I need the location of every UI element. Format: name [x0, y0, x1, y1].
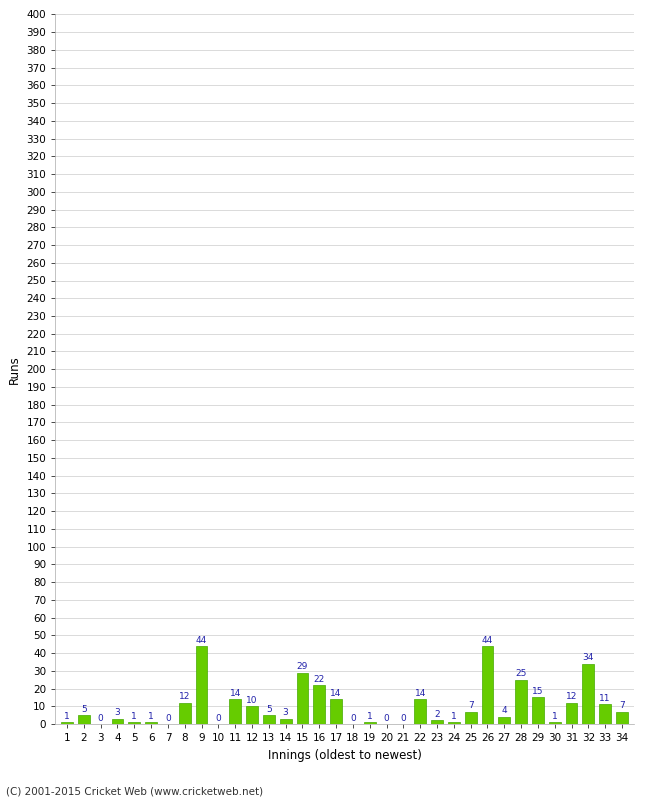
- Text: 44: 44: [196, 635, 207, 645]
- Bar: [364, 722, 376, 724]
- Bar: [431, 721, 443, 724]
- Bar: [296, 673, 308, 724]
- Text: 14: 14: [415, 689, 426, 698]
- Bar: [448, 722, 460, 724]
- Text: 0: 0: [384, 714, 389, 722]
- Text: 1: 1: [552, 712, 558, 721]
- Bar: [263, 715, 275, 724]
- Bar: [465, 711, 476, 724]
- Text: 1: 1: [148, 712, 154, 721]
- Bar: [229, 699, 241, 724]
- Text: 12: 12: [179, 692, 190, 702]
- Text: 34: 34: [582, 654, 594, 662]
- Bar: [482, 646, 493, 724]
- Y-axis label: Runs: Runs: [8, 355, 21, 383]
- Text: 14: 14: [330, 689, 342, 698]
- X-axis label: Innings (oldest to newest): Innings (oldest to newest): [268, 749, 421, 762]
- Bar: [499, 717, 510, 724]
- Bar: [129, 722, 140, 724]
- Text: 2: 2: [434, 710, 440, 719]
- Text: 25: 25: [515, 670, 526, 678]
- Bar: [78, 715, 90, 724]
- Bar: [566, 702, 577, 724]
- Text: 44: 44: [482, 635, 493, 645]
- Bar: [582, 664, 594, 724]
- Text: 3: 3: [114, 708, 120, 718]
- Text: 5: 5: [81, 705, 86, 714]
- Text: 11: 11: [599, 694, 611, 703]
- Text: 1: 1: [64, 712, 70, 721]
- Bar: [280, 718, 292, 724]
- Text: 1: 1: [367, 712, 372, 721]
- Bar: [112, 718, 124, 724]
- Text: 3: 3: [283, 708, 289, 718]
- Text: (C) 2001-2015 Cricket Web (www.cricketweb.net): (C) 2001-2015 Cricket Web (www.cricketwe…: [6, 786, 264, 796]
- Text: 10: 10: [246, 696, 258, 705]
- Bar: [616, 711, 628, 724]
- Text: 0: 0: [165, 714, 171, 722]
- Text: 0: 0: [216, 714, 221, 722]
- Text: 1: 1: [131, 712, 137, 721]
- Bar: [246, 706, 258, 724]
- Bar: [179, 702, 190, 724]
- Bar: [532, 698, 544, 724]
- Text: 7: 7: [619, 701, 625, 710]
- Text: 15: 15: [532, 687, 543, 696]
- Bar: [313, 685, 325, 724]
- Text: 29: 29: [297, 662, 308, 671]
- Bar: [196, 646, 207, 724]
- Text: 12: 12: [566, 692, 577, 702]
- Bar: [515, 680, 527, 724]
- Bar: [549, 722, 560, 724]
- Text: 0: 0: [98, 714, 103, 722]
- Bar: [330, 699, 342, 724]
- Bar: [61, 722, 73, 724]
- Bar: [599, 705, 611, 724]
- Text: 22: 22: [314, 674, 325, 683]
- Text: 0: 0: [350, 714, 356, 722]
- Text: 0: 0: [400, 714, 406, 722]
- Bar: [145, 722, 157, 724]
- Bar: [414, 699, 426, 724]
- Text: 4: 4: [501, 706, 507, 715]
- Text: 7: 7: [468, 701, 473, 710]
- Text: 14: 14: [229, 689, 241, 698]
- Text: 1: 1: [451, 712, 457, 721]
- Text: 5: 5: [266, 705, 272, 714]
